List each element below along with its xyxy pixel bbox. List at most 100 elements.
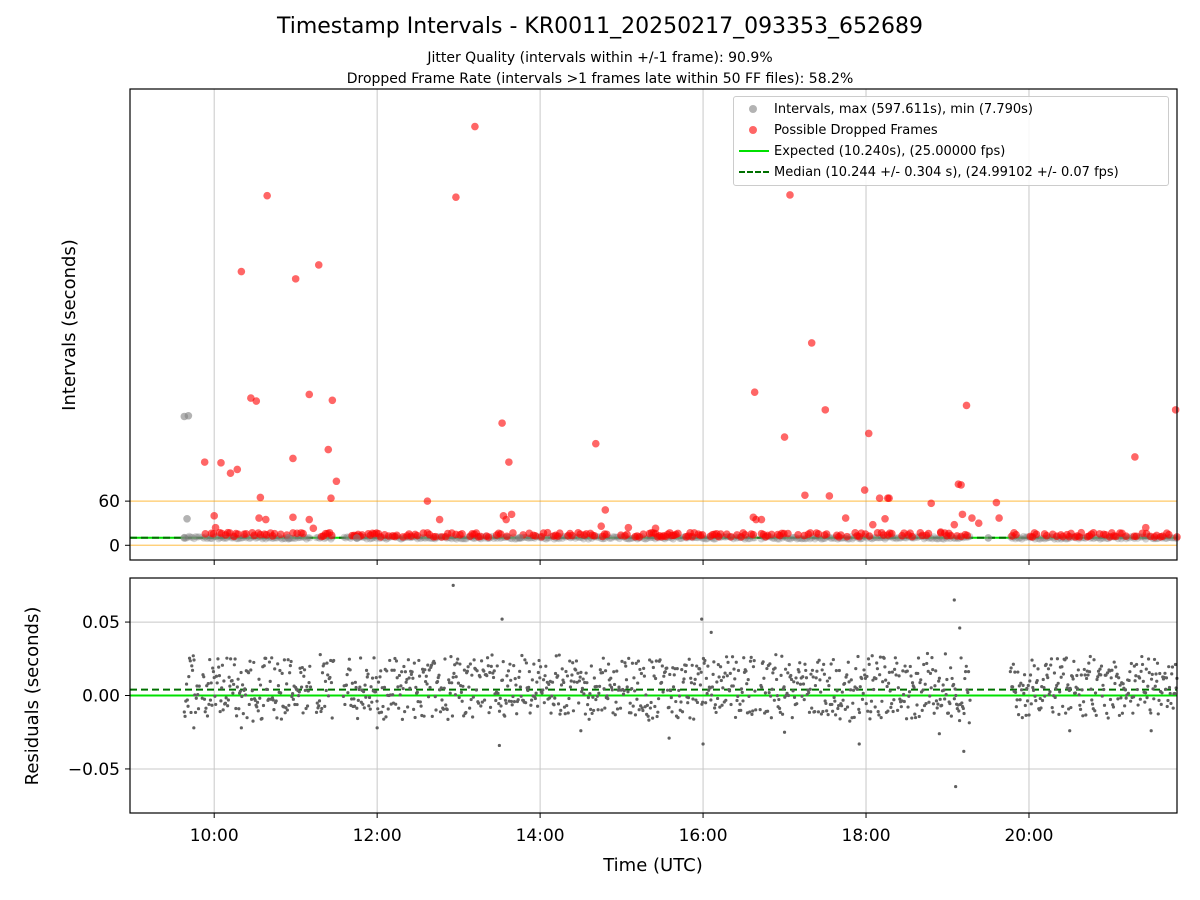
residual-point: [552, 703, 556, 707]
residual-point: [1104, 673, 1108, 677]
residual-point: [816, 710, 821, 714]
residual-point: [528, 711, 532, 715]
residual-point: [795, 681, 800, 685]
residual-point: [1098, 667, 1102, 671]
residual-point: [1081, 700, 1086, 704]
residual-point: [841, 698, 845, 702]
residual-point: [370, 676, 375, 680]
interval-point: [933, 535, 941, 543]
residual-point: [220, 663, 225, 667]
dropped-frame-point: [843, 532, 851, 541]
residual-point: [210, 703, 214, 707]
residual-point: [317, 699, 322, 703]
residual-point: [1041, 677, 1045, 682]
residual-point: [260, 716, 264, 721]
interval-point: [1018, 535, 1026, 543]
residual-point: [1152, 657, 1157, 662]
residual-point: [538, 665, 543, 669]
x-tick-label: 14:00: [516, 826, 565, 846]
residual-point: [733, 677, 737, 681]
residual-point: [592, 676, 596, 680]
residual-point: [1048, 690, 1052, 694]
intervals-plot: 0 60 Intervals (seconds): [59, 88, 1181, 565]
residual-point: [373, 690, 378, 694]
residual-point: [665, 688, 670, 692]
chart-title: Timestamp Intervals - KR0011_20250217_09…: [276, 14, 924, 39]
residual-point: [655, 714, 659, 719]
residual-point: [740, 690, 744, 694]
residual-point: [223, 701, 227, 705]
interval-point: [306, 534, 314, 542]
residual-point: [792, 680, 796, 684]
residual-point: [285, 708, 289, 712]
interval-point: [303, 535, 311, 543]
dropped-frame-point: [936, 528, 945, 536]
residual-point: [633, 689, 637, 693]
residual-point: [496, 691, 500, 696]
residual-point: [379, 669, 383, 673]
residual-point: [906, 705, 910, 709]
residual-point: [695, 700, 700, 705]
residual-point: [406, 658, 410, 662]
residual-point: [556, 702, 561, 706]
residual-point: [235, 685, 239, 689]
residual-point: [695, 664, 699, 668]
residual-point: [820, 668, 824, 672]
residual-point: [397, 706, 401, 710]
dropped-frame-point: [305, 515, 314, 524]
residual-point: [1102, 703, 1107, 707]
residual-point: [830, 702, 834, 707]
residual-point: [847, 680, 851, 684]
residual-point: [828, 676, 832, 680]
residual-point: [230, 679, 234, 683]
residual-point: [953, 687, 957, 691]
residual-point: [202, 697, 207, 701]
intervals-y-axis-label: Intervals (seconds): [59, 239, 80, 411]
residual-point: [1068, 686, 1072, 690]
residual-point: [412, 661, 416, 665]
residual-point: [694, 698, 698, 702]
residual-point: [898, 697, 902, 701]
residual-point: [770, 687, 774, 691]
residual-point: [1128, 670, 1132, 674]
residual-point: [1025, 686, 1029, 691]
residual-point: [503, 698, 508, 702]
residual-point: [873, 705, 877, 709]
residual-point: [1014, 705, 1018, 709]
residual-point: [375, 699, 379, 703]
residual-point: [933, 684, 937, 688]
residual-point: [370, 700, 374, 704]
dropped-frame-point: [1089, 529, 1098, 537]
residual-point: [1086, 673, 1090, 677]
residual-point: [216, 657, 220, 661]
residual-point: [1143, 691, 1148, 695]
residual-point: [659, 680, 664, 685]
residual-point: [714, 710, 718, 715]
residual-point: [1099, 673, 1103, 677]
residual-point: [689, 681, 694, 685]
residual-point: [1023, 703, 1027, 708]
residual-point: [190, 664, 194, 668]
residual-point: [631, 704, 635, 708]
residual-point: [515, 712, 519, 716]
residual-point: [323, 704, 327, 708]
residual-point: [630, 686, 634, 691]
residual-point: [508, 662, 512, 666]
residual-point: [647, 718, 651, 722]
dropped-frame-point: [211, 523, 220, 532]
dropped-frame-point: [1165, 530, 1173, 539]
residual-point: [487, 711, 491, 715]
dropped-frame-point: [958, 510, 967, 519]
residual-point: [424, 674, 428, 678]
residual-point: [1027, 713, 1031, 717]
residual-point: [700, 617, 704, 621]
residual-point: [407, 676, 411, 680]
residual-point: [492, 669, 496, 673]
residual-point: [538, 676, 542, 680]
residual-point: [1022, 673, 1027, 677]
residual-point: [204, 706, 208, 710]
residual-point: [547, 682, 551, 686]
residual-point: [356, 698, 360, 702]
residual-point: [1081, 714, 1085, 718]
residual-point: [934, 669, 938, 673]
